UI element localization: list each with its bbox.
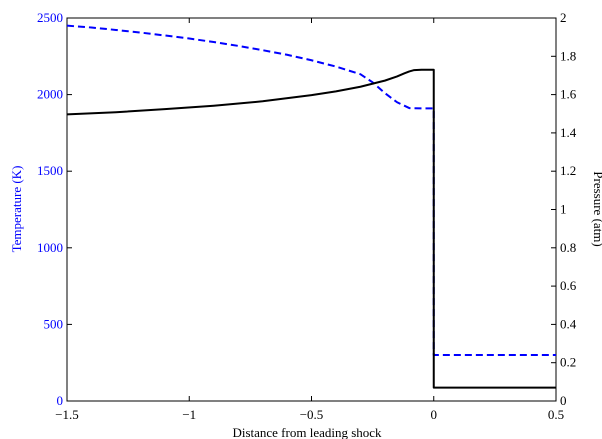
plot-border xyxy=(66,17,557,402)
left-y-axis: 0 500 1000 1500 2000 2500 xyxy=(37,10,72,408)
right-y-tick-label: 1 xyxy=(560,202,567,217)
left-y-tick-label: 1500 xyxy=(37,163,63,178)
x-axis-label: Distance from leading shock xyxy=(232,425,382,439)
left-y-tick-label: 1000 xyxy=(37,240,63,255)
right-y-tick-label: 0 xyxy=(560,393,567,408)
right-y-axis: 0 0.2 0.4 0.6 0.8 1 1.2 1.4 1.6 1.8 2 xyxy=(551,10,577,408)
x-tick-label: −1 xyxy=(182,407,196,422)
x-axis: −1.5 −1 −0.5 0 0.5 xyxy=(55,18,564,422)
pressure-series-line xyxy=(66,68,556,389)
right-y-tick-label: 0.6 xyxy=(560,278,577,293)
right-y-axis-label: Pressure (atm) xyxy=(591,171,602,246)
right-y-tick-label: 1.8 xyxy=(560,48,576,63)
right-y-tick-label: 0.4 xyxy=(560,316,577,331)
left-y-axis-label: Temperature (K) xyxy=(9,166,24,253)
plot-frame xyxy=(66,17,557,402)
right-y-tick-label: 1.2 xyxy=(560,163,576,178)
x-tick-label: 0.5 xyxy=(548,407,564,422)
right-y-tick-label: 0.2 xyxy=(560,355,576,370)
x-tick-label: −0.5 xyxy=(300,407,324,422)
right-y-tick-label: 0.8 xyxy=(560,240,576,255)
right-y-tick-label: 1.6 xyxy=(560,87,577,102)
temperature-series-line xyxy=(66,24,556,357)
left-y-tick-label: 0 xyxy=(57,393,64,408)
x-tick-label: −1.5 xyxy=(55,407,79,422)
left-y-tick-label: 500 xyxy=(44,316,64,331)
x-tick-label: 0 xyxy=(431,407,438,422)
left-y-tick-label: 2000 xyxy=(37,87,63,102)
right-y-tick-label: 1.4 xyxy=(560,125,577,140)
left-y-tick-label: 2500 xyxy=(37,10,63,25)
right-y-tick-label: 2 xyxy=(560,10,567,25)
series-layer xyxy=(66,24,556,389)
